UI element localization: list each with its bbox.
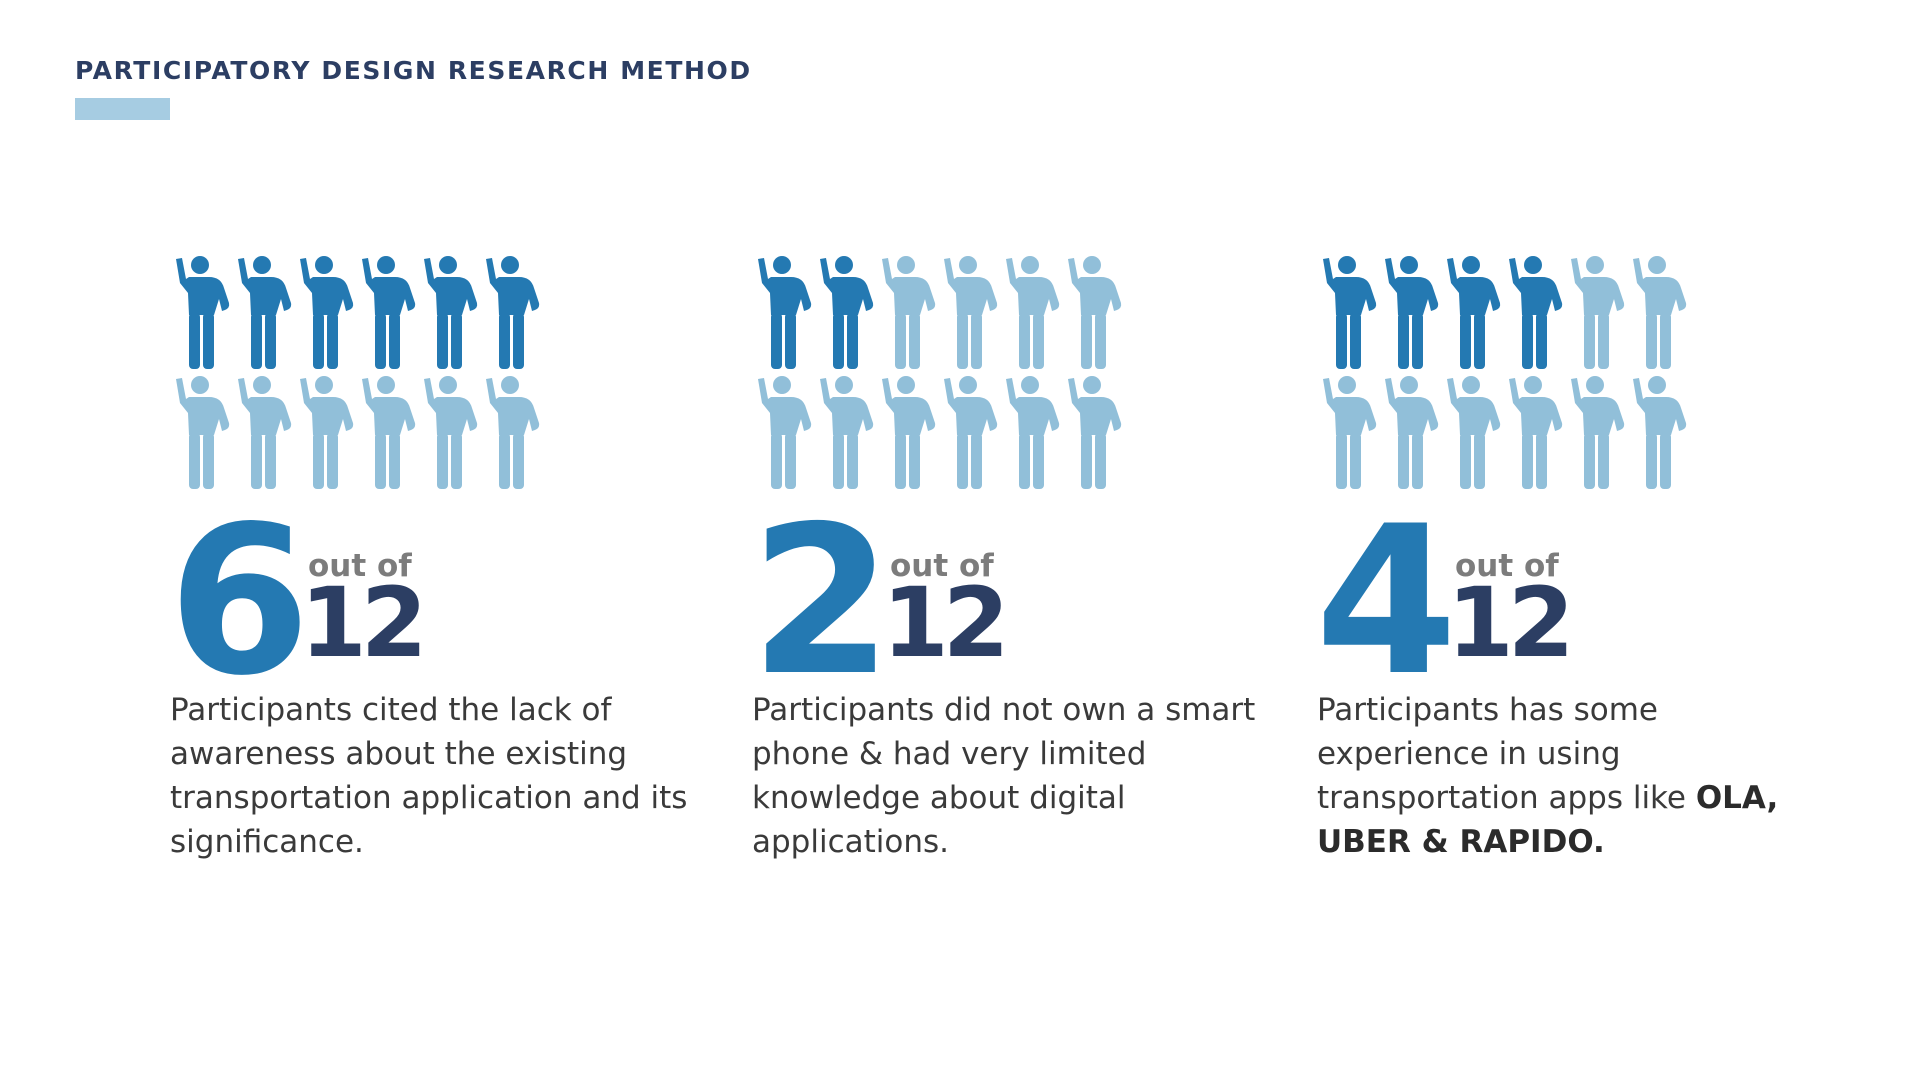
- big-number: 6: [168, 483, 311, 721]
- person-icon-muted: [1563, 255, 1625, 369]
- big-number: 2: [750, 483, 893, 721]
- person-icon-muted: [998, 375, 1060, 489]
- total-label: 12: [1447, 567, 1575, 679]
- person-icon-highlighted: [168, 255, 230, 369]
- person-icon-muted: [936, 375, 998, 489]
- pictogram: [1315, 255, 1695, 495]
- person-icon-muted: [230, 375, 292, 489]
- person-icon-muted: [1501, 375, 1563, 489]
- person-icon-highlighted: [1315, 255, 1377, 369]
- person-icon-muted: [750, 375, 812, 489]
- person-icon-muted: [1625, 375, 1687, 489]
- pictogram: [168, 255, 548, 495]
- person-icon-muted: [874, 375, 936, 489]
- person-icon-muted: [1439, 375, 1501, 489]
- person-icon-highlighted: [812, 255, 874, 369]
- person-icon-muted: [1315, 375, 1377, 489]
- person-icon-muted: [292, 375, 354, 489]
- out-of-label: out of: [890, 548, 994, 584]
- person-icon-highlighted: [1377, 255, 1439, 369]
- person-icon-muted: [874, 255, 936, 369]
- person-icon-highlighted: [1501, 255, 1563, 369]
- stat-description: Participants did not own a smart phone &…: [752, 688, 1272, 864]
- total-label: 12: [300, 567, 428, 679]
- person-icon-muted: [1060, 375, 1122, 489]
- person-icon-highlighted: [750, 255, 812, 369]
- title-accent-bar: [75, 98, 170, 120]
- stat-description: Participants has some experience in usin…: [1317, 688, 1837, 864]
- person-icon-muted: [168, 375, 230, 489]
- person-icon-highlighted: [416, 255, 478, 369]
- description-text: Participants cited the lack of awareness…: [170, 692, 688, 860]
- total-label: 12: [882, 567, 1010, 679]
- person-icon-muted: [1625, 255, 1687, 369]
- description-text: Participants has some experience in usin…: [1317, 692, 1696, 816]
- person-icon-highlighted: [292, 255, 354, 369]
- person-icon-muted: [416, 375, 478, 489]
- stat-block: 6 out of 12 Participants cited the lack …: [168, 255, 688, 860]
- stat-description: Participants cited the lack of awareness…: [170, 688, 690, 864]
- person-icon-muted: [354, 375, 416, 489]
- person-icon-highlighted: [1439, 255, 1501, 369]
- person-icon-muted: [1060, 255, 1122, 369]
- pictogram: [750, 255, 1130, 495]
- page-title: PARTICIPATORY DESIGN RESEARCH METHOD: [75, 56, 752, 85]
- person-icon-highlighted: [354, 255, 416, 369]
- person-icon-highlighted: [230, 255, 292, 369]
- person-icon-muted: [936, 255, 998, 369]
- person-icon-highlighted: [478, 255, 540, 369]
- description-text: Participants did not own a smart phone &…: [752, 692, 1256, 860]
- out-of-label: out of: [1455, 548, 1559, 584]
- stat-block: 4 out of 12 Participants has some experi…: [1315, 255, 1835, 860]
- person-icon-muted: [998, 255, 1060, 369]
- person-icon-muted: [1563, 375, 1625, 489]
- stat-block: 2 out of 12 Participants did not own a s…: [750, 255, 1270, 860]
- big-number: 4: [1315, 483, 1458, 721]
- out-of-label: out of: [308, 548, 412, 584]
- person-icon-muted: [812, 375, 874, 489]
- description-bold-text: OLA, UBER & RAPIDO.: [1317, 780, 1779, 860]
- person-icon-muted: [478, 375, 540, 489]
- person-icon-muted: [1377, 375, 1439, 489]
